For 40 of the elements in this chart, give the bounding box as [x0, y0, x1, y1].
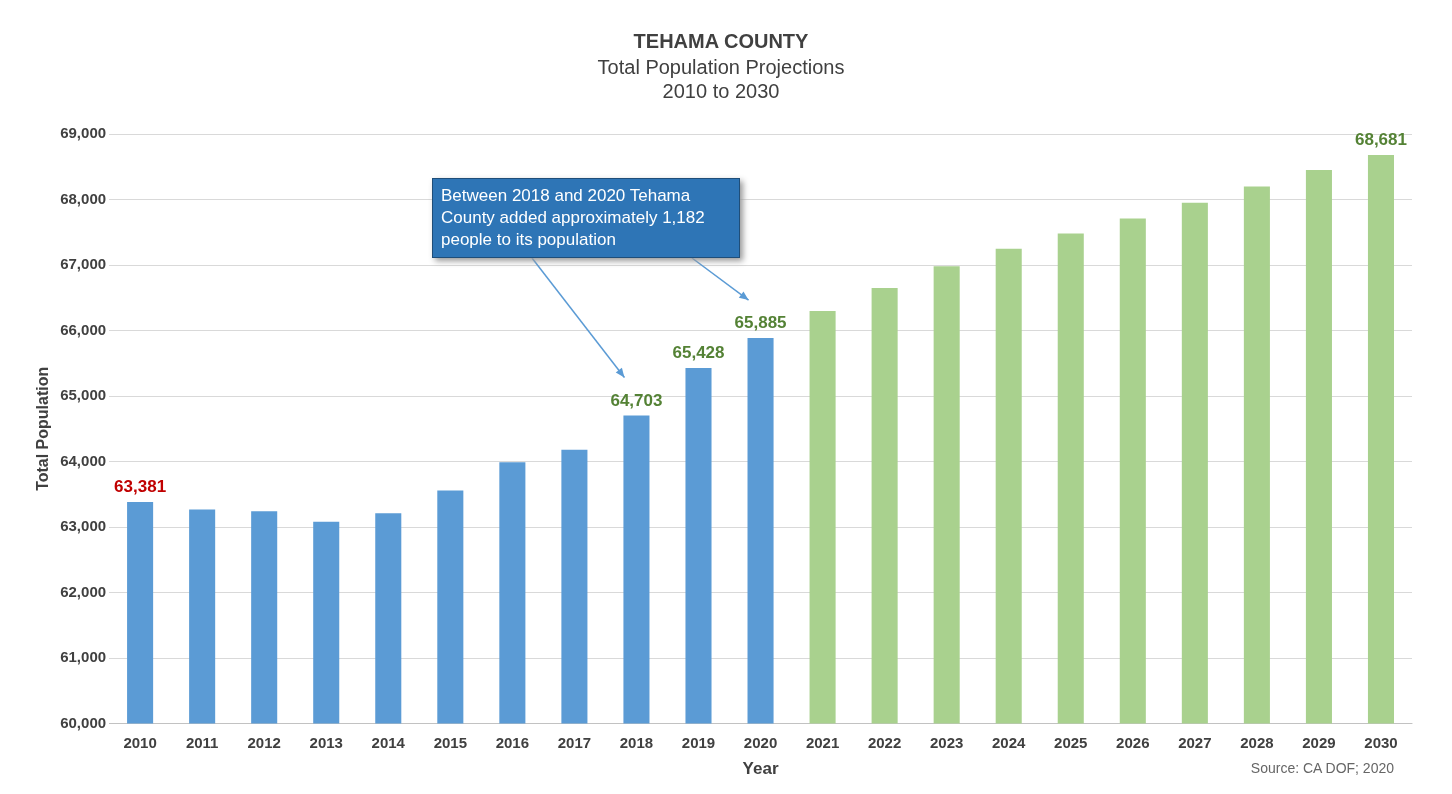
y-tick-label: 63,000 [60, 517, 107, 535]
x-tick-label: 2027 [1178, 733, 1212, 751]
x-tick-label: 2020 [743, 733, 778, 751]
data-label: 64,703 [610, 390, 663, 410]
x-tick-label: 2014 [371, 733, 406, 751]
x-tick-label: 2024 [992, 733, 1027, 751]
y-tick-label: 69,000 [60, 124, 107, 142]
x-tick-label: 2013 [309, 733, 343, 751]
y-tick-label: 66,000 [60, 320, 107, 338]
x-tick-label: 2017 [557, 733, 592, 751]
chart-title: TEHAMA COUNTY [633, 29, 810, 52]
y-axis-title: Total Population [34, 366, 52, 491]
y-tick-label: 62,000 [60, 582, 107, 600]
annotation: Between 2018 and 2020 Tehama County added approximately 1,182 people to its population [432, 178, 740, 258]
x-tick-label: 2022 [867, 733, 902, 751]
x-tick-label: 2025 [1054, 733, 1088, 751]
data-label: 68,681 [1354, 130, 1407, 150]
source-note: Source: CA DOF; 2020 [1250, 760, 1394, 776]
x-tick-label: 2012 [247, 733, 281, 751]
y-tick-label: 60,000 [60, 713, 107, 731]
x-tick-label: 2010 [123, 733, 157, 751]
y-tick-label: 68,000 [60, 189, 107, 207]
x-axis-title: Year [742, 759, 779, 779]
x-tick-label: 2016 [495, 733, 530, 751]
y-tick-label: 64,000 [60, 451, 107, 469]
y-tick-label: 67,000 [60, 255, 107, 273]
x-tick-label: 2015 [433, 733, 468, 751]
x-tick-label: 2029 [1302, 733, 1336, 751]
x-tick-label: 2019 [681, 733, 716, 751]
x-tick-label: 2023 [929, 733, 964, 751]
x-tick-label: 2018 [619, 733, 654, 751]
x-tick-label: 2026 [1116, 733, 1150, 751]
y-tick-label: 61,000 [60, 648, 107, 666]
x-tick-label: 2021 [805, 733, 840, 751]
x-tick-label: 2028 [1240, 733, 1274, 751]
y-tick-label: 65,000 [60, 386, 107, 404]
chart-subtitle: Total Population Projections 2010 to 2030 [597, 55, 845, 102]
data-label: 63,381 [114, 477, 167, 497]
x-tick-label: 2030 [1364, 733, 1398, 751]
x-tick-label: 2011 [185, 733, 219, 751]
